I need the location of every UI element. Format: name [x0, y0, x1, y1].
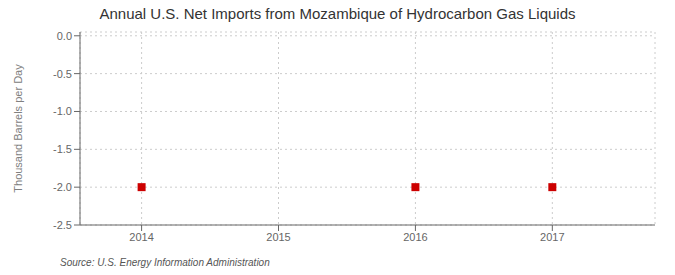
- svg-text:2014: 2014: [129, 231, 153, 243]
- html-text:Annual U.S. Net Imports from M: Annual U.S. Net Imports from Mozambique …: [99, 5, 576, 22]
- svg-text:2017: 2017: [540, 231, 564, 243]
- svg-text:-2.0: -2.0: [53, 181, 72, 193]
- svg-text:0.0: 0.0: [57, 30, 72, 42]
- html-text:Source: U.S. Energy Informatio: Source: U.S. Energy Information Administ…: [60, 257, 270, 268]
- svg-text:-2.5: -2.5: [53, 219, 72, 231]
- svg-text:-1.0: -1.0: [53, 105, 72, 117]
- svg-text:2016: 2016: [403, 231, 427, 243]
- svg-text:-1.5: -1.5: [53, 143, 72, 155]
- svg-text:-0.5: -0.5: [53, 68, 72, 80]
- svg-text:2015: 2015: [266, 231, 290, 243]
- svg-text:Thousand Barrels per Day: Thousand Barrels per Day: [12, 64, 24, 193]
